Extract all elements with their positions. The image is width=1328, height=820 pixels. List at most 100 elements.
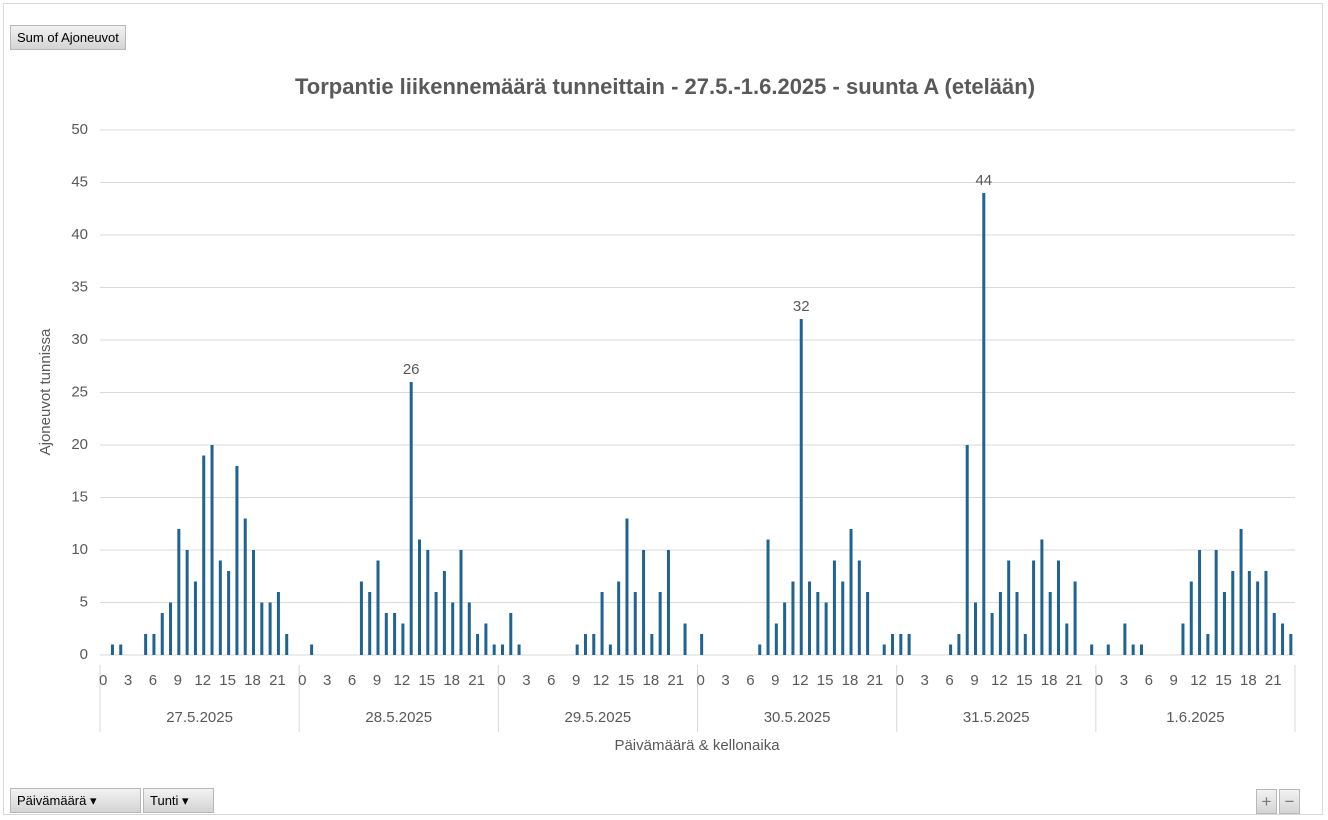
y-tick-label: 10 <box>71 541 88 558</box>
bar <box>625 518 629 655</box>
bar <box>459 550 463 655</box>
bar <box>193 581 197 655</box>
bar <box>949 644 953 655</box>
x-tick-label: 15 <box>219 672 236 689</box>
frame <box>3 3 1323 815</box>
bar <box>169 602 173 655</box>
bar <box>841 581 845 655</box>
zoom-out[interactable]: − <box>1279 789 1300 814</box>
y-tick-label: 40 <box>71 226 88 243</box>
bar <box>600 592 604 655</box>
x-tick-label: 9 <box>970 672 978 689</box>
bar <box>451 602 455 655</box>
bar <box>866 592 870 655</box>
bar <box>1264 571 1268 655</box>
x-tick-label: 15 <box>1016 672 1033 689</box>
bar <box>799 319 803 655</box>
y-tick-label: 45 <box>71 173 88 190</box>
bar <box>276 592 280 655</box>
field-button[interactable]: Sum of Ajoneuvot <box>10 25 126 50</box>
bar <box>235 466 239 655</box>
bar <box>1189 581 1193 655</box>
bar <box>517 644 521 655</box>
bar <box>409 382 413 655</box>
x-tick-label: 21 <box>867 672 884 689</box>
bar <box>1214 550 1218 655</box>
x-tick-label: 3 <box>522 672 530 689</box>
bar <box>1123 623 1127 655</box>
x-tick-label: 18 <box>443 672 460 689</box>
bar <box>907 634 911 655</box>
x-tick-label: 3 <box>721 672 729 689</box>
bar <box>583 634 587 655</box>
bar <box>401 623 405 655</box>
bar <box>650 634 654 655</box>
bar <box>642 550 646 655</box>
bar <box>1289 634 1293 655</box>
x-tick-label: 0 <box>497 672 505 689</box>
bar <box>252 550 256 655</box>
bar <box>1056 560 1060 655</box>
group-label: 30.5.2025 <box>764 709 831 726</box>
x-tick-label: 18 <box>842 672 859 689</box>
bar <box>243 518 247 655</box>
group-label: 1.6.2025 <box>1166 709 1224 726</box>
x-tick-label: 12 <box>593 672 610 689</box>
group-label: 28.5.2025 <box>365 709 432 726</box>
bar <box>177 529 181 655</box>
x-tick-label: 12 <box>991 672 1008 689</box>
bar <box>608 644 612 655</box>
x-tick-label: 3 <box>921 672 929 689</box>
x-tick-label: 6 <box>149 672 157 689</box>
bar <box>368 592 372 655</box>
bar <box>1007 560 1011 655</box>
bar <box>1073 581 1077 655</box>
bar <box>700 634 704 655</box>
x-tick-label: 6 <box>348 672 356 689</box>
filter-button[interactable]: Päivämäärä ▾ <box>10 788 141 813</box>
bar <box>882 644 886 655</box>
filter-button[interactable]: Tunti ▾ <box>143 788 214 813</box>
y-tick-label: 5 <box>80 593 88 610</box>
bar <box>1272 613 1276 655</box>
x-tick-label: 3 <box>1120 672 1128 689</box>
bar <box>1198 550 1202 655</box>
bar <box>832 560 836 655</box>
x-tick-label: 12 <box>792 672 809 689</box>
chart-title: Torpantie liikennemäärä tunneittain - 27… <box>295 74 1035 99</box>
x-tick-label: 0 <box>298 672 306 689</box>
bar <box>185 550 189 655</box>
zoom-in[interactable]: + <box>1256 789 1277 814</box>
bar <box>509 613 513 655</box>
x-tick-label: 21 <box>1265 672 1282 689</box>
bar <box>1247 571 1251 655</box>
bar <box>1048 592 1052 655</box>
bar <box>393 613 397 655</box>
x-tick-label: 6 <box>945 672 953 689</box>
bar <box>683 623 687 655</box>
bar <box>426 550 430 655</box>
bar <box>666 550 670 655</box>
x-tick-label: 15 <box>618 672 635 689</box>
bar <box>268 602 272 655</box>
x-tick-label: 3 <box>124 672 132 689</box>
bar <box>982 193 986 655</box>
bar <box>658 592 662 655</box>
x-tick-label: 9 <box>174 672 182 689</box>
bar <box>260 602 264 655</box>
x-tick-label: 6 <box>1145 672 1153 689</box>
bar <box>484 623 488 655</box>
bar <box>1090 644 1094 655</box>
bar <box>500 644 504 655</box>
bar <box>774 623 778 655</box>
bar <box>633 592 637 655</box>
bar <box>384 613 388 655</box>
bar <box>1015 592 1019 655</box>
x-tick-label: 21 <box>269 672 286 689</box>
bar <box>1131 644 1135 655</box>
x-axis-title: Päivämäärä & kellonaika <box>614 737 780 754</box>
group-label: 31.5.2025 <box>963 709 1030 726</box>
x-tick-label: 12 <box>394 672 411 689</box>
bar <box>1139 644 1143 655</box>
